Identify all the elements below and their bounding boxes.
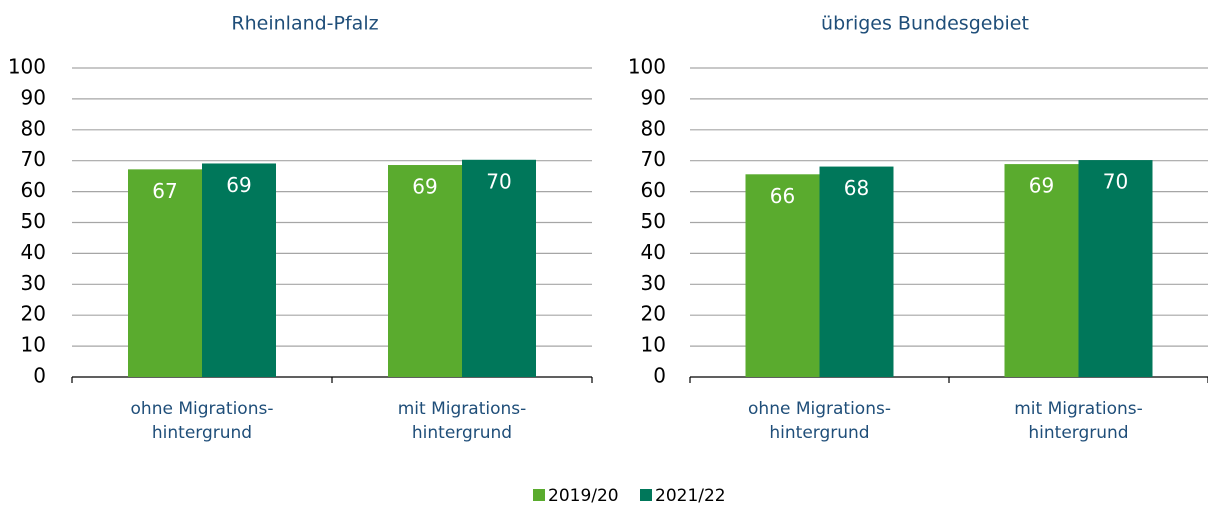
y-tick-label: 30 [641,271,666,295]
value-label: 68 [844,176,869,200]
y-tick-label: 40 [21,240,46,264]
y-tick-label: 60 [641,178,666,202]
bar [202,163,276,377]
x-tick-label: ohne Migrations- [748,399,891,419]
chart-title: übriges Bundesgebiet [821,13,1029,35]
value-label: 69 [1029,174,1054,198]
y-tick-label: 50 [641,209,666,233]
value-label: 70 [1103,170,1128,194]
value-label: 67 [152,179,177,203]
y-tick-label: 90 [641,85,666,109]
y-tick-label: 60 [21,178,46,202]
x-tick-label: mit Migrations- [398,399,527,419]
y-tick-label: 70 [21,147,46,171]
bar [1004,164,1079,377]
y-tick-label: 80 [21,116,46,140]
legend-swatch [533,489,545,501]
bar [462,159,536,377]
chart-title: Rheinland-Pfalz [231,13,378,35]
y-tick-label: 50 [21,209,46,233]
y-tick-label: 30 [21,271,46,295]
x-tick-label: hintergrund [152,423,252,443]
y-tick-label: 20 [21,302,46,326]
x-tick-label: hintergrund [412,423,512,443]
legend-label: 2019/20 [548,486,619,506]
y-tick-label: 100 [8,55,46,79]
bar [745,174,820,377]
y-tick-label: 0 [653,364,666,388]
y-tick-label: 10 [641,333,666,357]
legend-swatch [640,489,652,501]
y-tick-label: 40 [641,240,666,264]
y-tick-label: 90 [21,85,46,109]
bar [128,169,202,377]
bar [819,166,894,377]
bar [1078,160,1153,377]
y-tick-label: 100 [628,55,666,79]
x-tick-label: hintergrund [1028,423,1128,443]
x-tick-label: hintergrund [769,423,869,443]
value-label: 69 [412,175,437,199]
value-label: 66 [770,184,795,208]
y-tick-label: 0 [33,364,46,388]
x-tick-label: ohne Migrations- [131,399,274,419]
y-tick-label: 20 [641,302,666,326]
value-label: 70 [486,169,511,193]
bar [388,165,462,377]
y-tick-label: 10 [21,333,46,357]
x-tick-label: mit Migrations- [1014,399,1143,419]
y-tick-label: 70 [641,147,666,171]
y-tick-label: 80 [641,116,666,140]
value-label: 69 [226,173,251,197]
legend-label: 2021/22 [655,486,726,506]
